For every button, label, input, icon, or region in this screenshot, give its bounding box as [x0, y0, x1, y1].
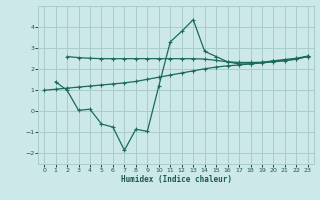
X-axis label: Humidex (Indice chaleur): Humidex (Indice chaleur) — [121, 175, 231, 184]
